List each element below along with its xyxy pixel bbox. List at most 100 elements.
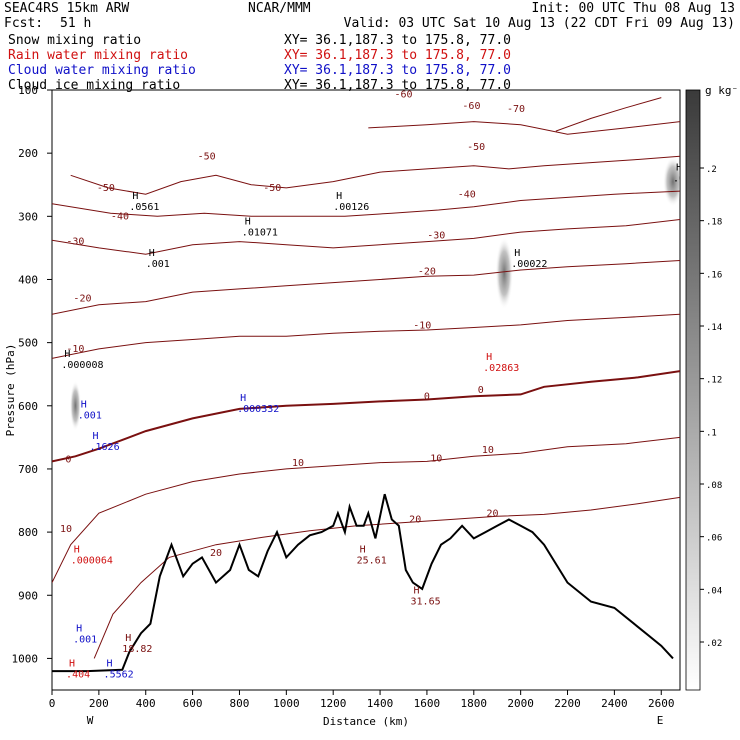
temperature-contour--10 (52, 313, 680, 359)
temperature-contour--30 (52, 219, 680, 255)
extremum-value: .001 (78, 410, 102, 421)
x-tick-label: 1800 (461, 697, 488, 710)
y-tick-label: 500 (18, 337, 38, 350)
extremum-marker: H (486, 352, 492, 363)
contour-label: 0 (424, 391, 430, 402)
extremum-marker: H (76, 624, 82, 635)
y-tick-label: 800 (18, 526, 38, 539)
terrain-line (52, 493, 674, 673)
legend-rain: Rain water mixing ratio (8, 48, 188, 63)
contour-label: -10 (413, 321, 431, 332)
extremum-marker: H (107, 658, 113, 669)
model-title: SEAC4RS 15km ARW (4, 1, 129, 16)
contour-labels: -70 -60 -60 -50 -50 -50 -50 -40 -40 -30 -30 -20 -20 -… (60, 90, 525, 559)
temperature-contour--60 (368, 121, 680, 135)
y-tick-label: 900 (18, 589, 38, 602)
contour-label: 20 (487, 508, 499, 519)
mixing-ratio-shade-cell (495, 236, 514, 310)
valid-time: Valid: 03 UTC Sat 10 Aug 13 (22 CDT Fri … (344, 16, 735, 31)
x-axis: 0 200 400 600 800 1000 1200 1400 1600 1800 2000 220… (49, 690, 675, 710)
y-axis-label: Pressure (hPa) (4, 344, 17, 437)
colorbar-tick-label: .1 (706, 428, 717, 438)
x-tick-label: 2000 (507, 697, 534, 710)
colorbar-tick-label: .04 (706, 586, 722, 596)
extremum-marker: H (414, 586, 420, 597)
extremum-marker: H (132, 191, 138, 202)
contour-label: 10 (60, 524, 72, 535)
x-axis-label: Distance (km) (323, 715, 409, 728)
extremum-marker: H (81, 399, 87, 410)
org-label: NCAR/MMM (248, 1, 311, 16)
contour-label: -20 (73, 294, 91, 305)
extremum-value: .0561 (129, 202, 159, 213)
extremum-marker: H (336, 191, 342, 202)
mixing-ratio-shade-cell (69, 380, 82, 431)
extremum-value: 25.61 (357, 556, 387, 567)
legend-snow-xy: XY= 36.1,187.3 to 175.8, 77.0 (284, 33, 511, 48)
legend-rain-xy: XY= 36.1,187.3 to 175.8, 77.0 (284, 48, 511, 63)
extremum-value: 18.82 (122, 644, 152, 655)
extremum-marker: H (360, 545, 366, 556)
terrain-profile (52, 493, 674, 673)
temperature-contour--50 (70, 155, 680, 195)
west-label: W (87, 714, 94, 727)
y-tick-label: 100 (18, 84, 38, 97)
x-tick-label: 1600 (414, 697, 441, 710)
y-tick-label: 700 (18, 463, 38, 476)
colorbar-tick-label: .18 (706, 218, 722, 228)
y-tick-label: 600 (18, 400, 38, 413)
y-tick-label: 400 (18, 273, 38, 286)
contour-label: 0 (65, 455, 71, 466)
mixing-ratio-shade-cell (662, 156, 680, 207)
contour-label: -20 (418, 266, 436, 277)
extremum-value: .000064 (71, 556, 113, 567)
contour-label: -40 (458, 189, 476, 200)
extremum-value: .001 (146, 259, 170, 270)
x-tick-label: 600 (183, 697, 203, 710)
contour-label: 10 (482, 445, 494, 456)
extremum-marker: H (64, 349, 70, 360)
extremum-value: 31.65 (411, 597, 441, 608)
x-tick-label: 400 (136, 697, 156, 710)
contour-label: 10 (430, 453, 442, 464)
extremum-marker: H (92, 431, 98, 442)
x-tick-label: 0 (49, 697, 56, 710)
extremum-value: .00022 (511, 259, 547, 270)
fcst-label: Fcst: (4, 16, 43, 31)
extremum-marker: H (245, 216, 251, 227)
extremum-value: .02863 (483, 363, 519, 374)
extremum-value: .5562 (104, 669, 134, 680)
contour-label: -60 (394, 90, 412, 101)
colorbar-tick-label: .02 (706, 639, 722, 649)
mixing-ratio-shading (69, 156, 680, 431)
temperature-contour--40 (52, 190, 680, 217)
extremum-value: .001 (73, 635, 97, 646)
temperature-contour-10 (52, 436, 680, 583)
x-tick-label: 2600 (648, 697, 675, 710)
plot-area: -70 -60 -60 -50 -50 -50 -50 -40 -40 -30 -30 -20 -20 -… (51, 89, 697, 691)
plot-frame (51, 89, 681, 691)
contour-label: -30 (427, 230, 445, 241)
y-axis: 100 200 300 400 500 600 700 800 900 1000 (12, 84, 52, 665)
contour-label: -50 (97, 183, 115, 194)
contour-label: -40 (111, 211, 129, 222)
legend-cloud-water: Cloud water mixing ratio (8, 63, 196, 78)
y-tick-label: 1000 (12, 652, 39, 665)
colorbar-ramp (685, 89, 701, 691)
x-tick-label: 2200 (554, 697, 581, 710)
extremum-value: .007 (673, 174, 697, 185)
east-label: E (657, 714, 664, 727)
contour-label: -30 (66, 237, 84, 248)
colorbar-tick-label: .12 (706, 376, 722, 386)
x-tick-label: 800 (230, 697, 250, 710)
contour-label: 10 (292, 458, 304, 469)
extremum-marker: H (676, 163, 682, 174)
colorbar: .2 .18 .16 .14 .12 .1 .08 .06 .04 .02 g kg⁻¹ (685, 84, 740, 691)
legend-cloud-ice: Cloud ice mixing ratio (8, 78, 180, 93)
contour-label: -50 (263, 183, 281, 194)
fcst-value: 51 h (60, 16, 91, 31)
contour-label: 20 (210, 548, 222, 559)
colorbar-unit: g kg⁻¹ (705, 84, 740, 97)
contour-label: 0 (478, 385, 484, 396)
